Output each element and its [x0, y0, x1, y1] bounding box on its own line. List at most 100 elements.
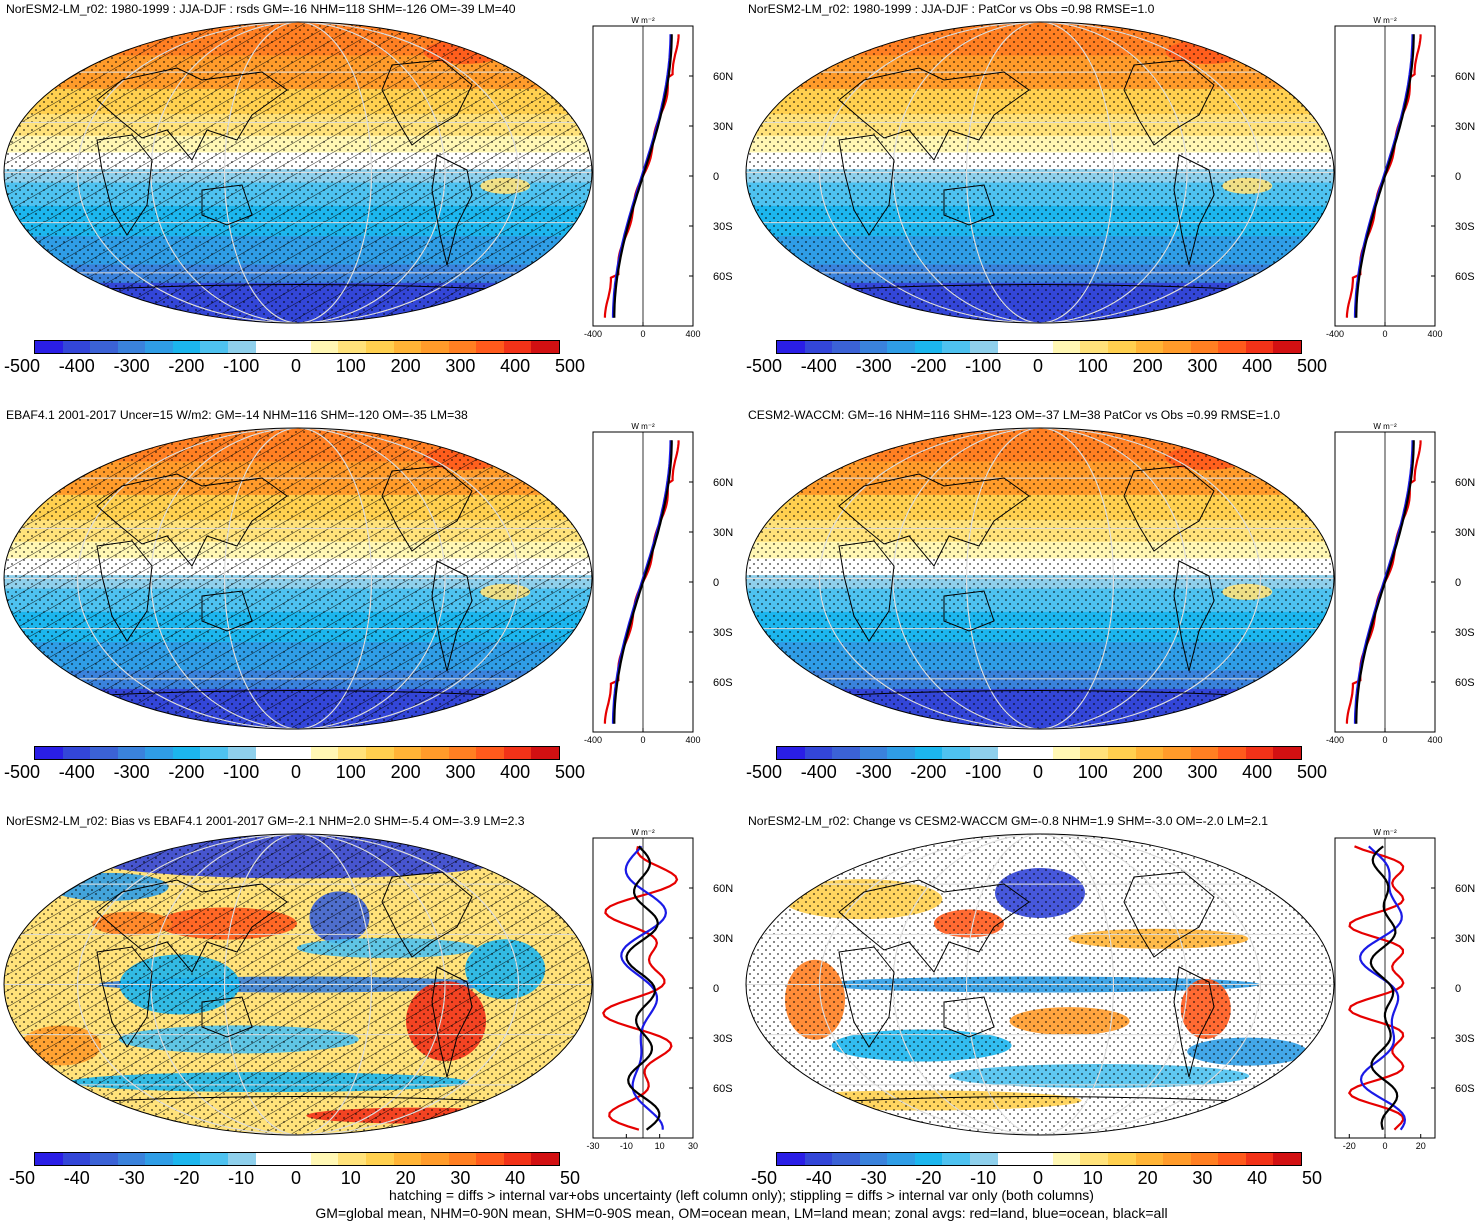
zonal-xtick-label: 10 [655, 1141, 665, 1151]
colorbar-swatch [476, 747, 504, 759]
colorbar-swatch [804, 1153, 833, 1165]
zonal-lat-label: 0 [713, 171, 719, 183]
colorbar-tick-label: 400 [500, 356, 531, 376]
colorbar-swatch [804, 341, 833, 353]
zonal-unit-label: W m⁻² [1373, 16, 1397, 25]
colorbar-swatch [1245, 747, 1274, 759]
colorbar-tick-label: -40 [63, 1168, 90, 1188]
zonal-lat-label: 30S [1455, 221, 1475, 233]
zonal-lat-label: 60N [713, 477, 733, 489]
colorbar-swatch [859, 341, 888, 353]
colorbar-swatch [421, 341, 449, 353]
zonal-lat-label: 60N [1455, 477, 1475, 489]
zonal-xtick-label: 0 [640, 329, 645, 339]
colorbar-tick-label: 10 [1082, 1168, 1103, 1188]
colorbar-swatch [172, 341, 201, 353]
colorbar-swatch [859, 747, 888, 759]
panel-title: EBAF4.1 2001-2017 Uncer=15 W/m2: GM=-14 … [6, 408, 468, 422]
colorbar-tick-label: -200 [168, 762, 205, 782]
colorbar-tick-label: 100 [335, 356, 366, 376]
colorbar-swatch [804, 747, 833, 759]
zonal-xtick-label: 400 [1427, 735, 1442, 745]
colorbar-swatch [365, 747, 394, 759]
footer-legend-line-1: hatching = diffs > internal var+obs unce… [389, 1187, 1094, 1203]
zonal-xtick-label: -10 [620, 1141, 633, 1151]
zonal-lat-label: 60S [713, 271, 733, 283]
colorbar-swatch [1025, 1153, 1053, 1165]
colorbar-swatch [1080, 341, 1108, 353]
colorbar-tick-label: -300 [855, 356, 892, 376]
colorbar-swatch [62, 341, 91, 353]
zonal-lat-label: 60S [1455, 1083, 1475, 1095]
panel-cesm-waccm: CESM2-WACCM: GM=-16 NHM=116 SHM=-123 OM=… [742, 406, 1483, 806]
colorbar-swatch [503, 1153, 532, 1165]
colorbar-tick-label: 500 [1296, 356, 1328, 376]
zonal-lat-label: 60N [713, 71, 733, 83]
zonal-lat-label: 0 [1455, 577, 1461, 589]
colorbar-swatch [448, 341, 477, 353]
zonal-xtick-label: 20 [1416, 1141, 1426, 1151]
colorbar-swatch [117, 1153, 146, 1165]
zonal-lat-label: 60S [1455, 677, 1475, 689]
colorbar-tick-label: 40 [505, 1168, 526, 1188]
colorbar-swatch [310, 341, 339, 353]
colorbar-swatch [35, 341, 63, 353]
colorbar [776, 746, 1302, 760]
colorbar-swatch [35, 1153, 63, 1165]
colorbar-swatch [1218, 747, 1246, 759]
zonal-mean-plot: W m⁻² -30 -10 10 30 60N 30N 0 30S 60S [586, 828, 733, 1151]
colorbar-swatch [365, 341, 394, 353]
colorbar-tick-label: 30 [1192, 1168, 1213, 1188]
colorbar-tick-label: -10 [228, 1168, 255, 1188]
colorbar-swatch [503, 747, 532, 759]
panel-ebaf-observations: EBAF4.1 2001-2017 Uncer=15 W/m2: GM=-14 … [0, 406, 741, 806]
colorbar-tick-label: -400 [58, 356, 95, 376]
colorbar-swatch [1245, 1153, 1274, 1165]
colorbar-swatch [1080, 1153, 1108, 1165]
colorbar-tick-label: -50 [8, 1168, 36, 1188]
colorbar-swatch [1135, 341, 1164, 353]
zonal-lat-label: 30N [1455, 121, 1475, 133]
colorbar-tick-label: -500 [3, 762, 41, 782]
colorbar-tick-label: 50 [1301, 1168, 1323, 1188]
colorbar-tick-label: -50 [750, 1168, 778, 1188]
colorbar-tick-label: -100 [965, 356, 1002, 376]
colorbar-tick-label: 200 [390, 762, 421, 782]
colorbar-tick-label: 0 [1032, 1168, 1044, 1188]
colorbar-swatch [145, 341, 173, 353]
zonal-mean-plot: W m⁻² -20 0 20 60N 30N 0 30S 60S [1334, 828, 1475, 1151]
colorbar-swatch [338, 747, 366, 759]
colorbar-tick-label: -40 [805, 1168, 832, 1188]
zonal-xtick-label: -30 [586, 1141, 599, 1151]
colorbar-tick-label: 30 [450, 1168, 471, 1188]
colorbar-tick-label: 0 [1032, 762, 1044, 782]
colorbar-tick-label: 200 [390, 356, 421, 376]
colorbar-swatch [887, 1153, 915, 1165]
zonal-lat-label: 30N [1455, 933, 1475, 945]
colorbar-swatch [35, 747, 63, 759]
colorbar-swatch [832, 341, 860, 353]
colorbar [34, 746, 560, 760]
zonal-xtick-label: -20 [1343, 1141, 1356, 1151]
colorbar-swatch [1245, 341, 1274, 353]
colorbar-swatch [200, 747, 229, 759]
colorbar-swatch [393, 1153, 422, 1165]
colorbar-swatch [145, 747, 173, 759]
colorbar-swatch [117, 747, 146, 759]
robinson-map [3, 21, 593, 324]
colorbar-tick-label: -20 [173, 1168, 200, 1188]
colorbar-swatch [914, 747, 943, 759]
colorbar-swatch [531, 341, 559, 353]
colorbar-swatch [1107, 747, 1136, 759]
colorbar-swatch [200, 341, 229, 353]
colorbar-swatch [914, 341, 943, 353]
colorbar-tick-label: -400 [58, 762, 95, 782]
colorbar-swatch [970, 747, 998, 759]
colorbar-swatch [172, 1153, 201, 1165]
zonal-xtick-label: 0 [1382, 329, 1387, 339]
colorbar-swatch [448, 1153, 477, 1165]
colorbar-tick-label: -20 [915, 1168, 942, 1188]
colorbar-swatch [448, 747, 477, 759]
colorbar-tick-label: 400 [500, 762, 531, 782]
zonal-unit-label: W m⁻² [631, 828, 655, 837]
